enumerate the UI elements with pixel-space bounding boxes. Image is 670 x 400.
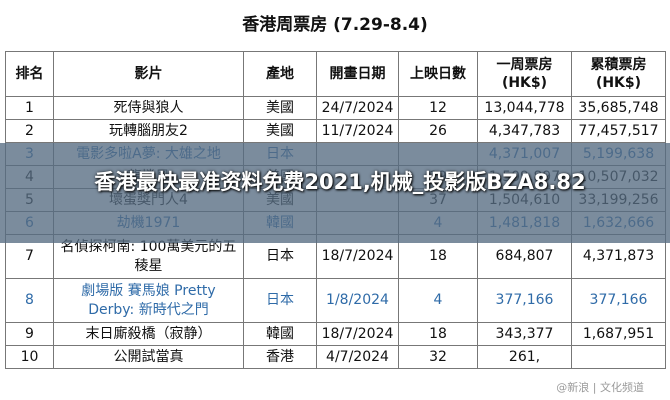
cell-release-date: 1/8/2024 [316, 278, 399, 323]
cell-rank: 2 [5, 119, 54, 143]
cell-origin: 美國 [243, 119, 317, 143]
overlay-headline: 香港最快最准资料免费2021,机械_投影版BZA8.82 [94, 170, 586, 194]
cell-release-date: 24/7/2024 [316, 96, 399, 120]
cell-origin: 韓國 [243, 322, 317, 346]
cell-rank: 10 [5, 345, 54, 369]
cell-days: 18 [398, 322, 478, 346]
cell-week-gross: 13,044,778 [477, 96, 572, 120]
cell-week-gross: 343,377 [477, 322, 572, 346]
table-row: 1 死侍與狼人 美國 24/7/2024 12 13,044,778 35,685,748 [5, 96, 666, 120]
header-rank: 排名 [5, 51, 54, 97]
cell-origin: 香港 [243, 345, 317, 369]
cell-film: 公開試當真 [53, 345, 244, 369]
cell-release-date: 18/7/2024 [316, 322, 399, 346]
header-release-date: 開畫日期 [316, 51, 399, 97]
cell-rank: 1 [5, 96, 54, 120]
cell-total-gross: 77,457,517 [571, 119, 666, 143]
overlay-banner [0, 143, 670, 243]
cell-film: 劇場版 賽馬娘 Pretty Derby: 新時代之門 [53, 278, 244, 323]
cell-days: 26 [398, 119, 478, 143]
cell-week-gross: 261, [477, 345, 572, 369]
cell-week-gross: 377,166 [477, 278, 572, 323]
header-origin: 產地 [243, 51, 317, 97]
header-row: 排名 影片 產地 開畫日期 上映日數 一周票房 (HK$) 累積票房 (HK$) [5, 51, 666, 97]
header-week-gross: 一周票房 (HK$) [477, 51, 572, 97]
table-row: 9 末日廝殺橋（寂静） 韓國 18/7/2024 18 343,377 1,687,951 [5, 322, 666, 346]
cell-days: 12 [398, 96, 478, 120]
cell-days: 4 [398, 278, 478, 323]
cell-rank: 9 [5, 322, 54, 346]
cell-film: 末日廝殺橋（寂静） [53, 322, 244, 346]
cell-days: 32 [398, 345, 478, 369]
cell-total-gross: 35,685,748 [571, 96, 666, 120]
table-row: 2 玩轉腦朋友2 美國 11/7/2024 26 4,347,783 77,457,517 [5, 119, 666, 143]
header-total-gross: 累積票房 (HK$) [571, 51, 666, 97]
cell-release-date: 11/7/2024 [316, 119, 399, 143]
watermark-text: @新浪 | 文化频道 [556, 381, 644, 394]
cell-origin: 美國 [243, 96, 317, 120]
cell-origin: 日本 [243, 278, 317, 323]
cell-release-date: 4/7/2024 [316, 345, 399, 369]
header-film: 影片 [53, 51, 244, 97]
cell-total-gross: 377,166 [571, 278, 666, 323]
cell-total-gross: 1,687,951 [571, 322, 666, 346]
table-row: 8 劇場版 賽馬娘 Pretty Derby: 新時代之門 日本 1/8/2024 4 3… [5, 278, 666, 323]
header-days: 上映日數 [398, 51, 478, 97]
table-row: 10 公開試當真 香港 4/7/2024 32 261, [5, 345, 666, 369]
cell-film: 玩轉腦朋友2 [53, 119, 244, 143]
cell-week-gross: 4,347,783 [477, 119, 572, 143]
cell-film: 死侍與狼人 [53, 96, 244, 120]
table-title: 香港周票房 (7.29-8.4) [242, 15, 428, 35]
cell-total-gross [571, 345, 666, 369]
cell-rank: 8 [5, 278, 54, 323]
